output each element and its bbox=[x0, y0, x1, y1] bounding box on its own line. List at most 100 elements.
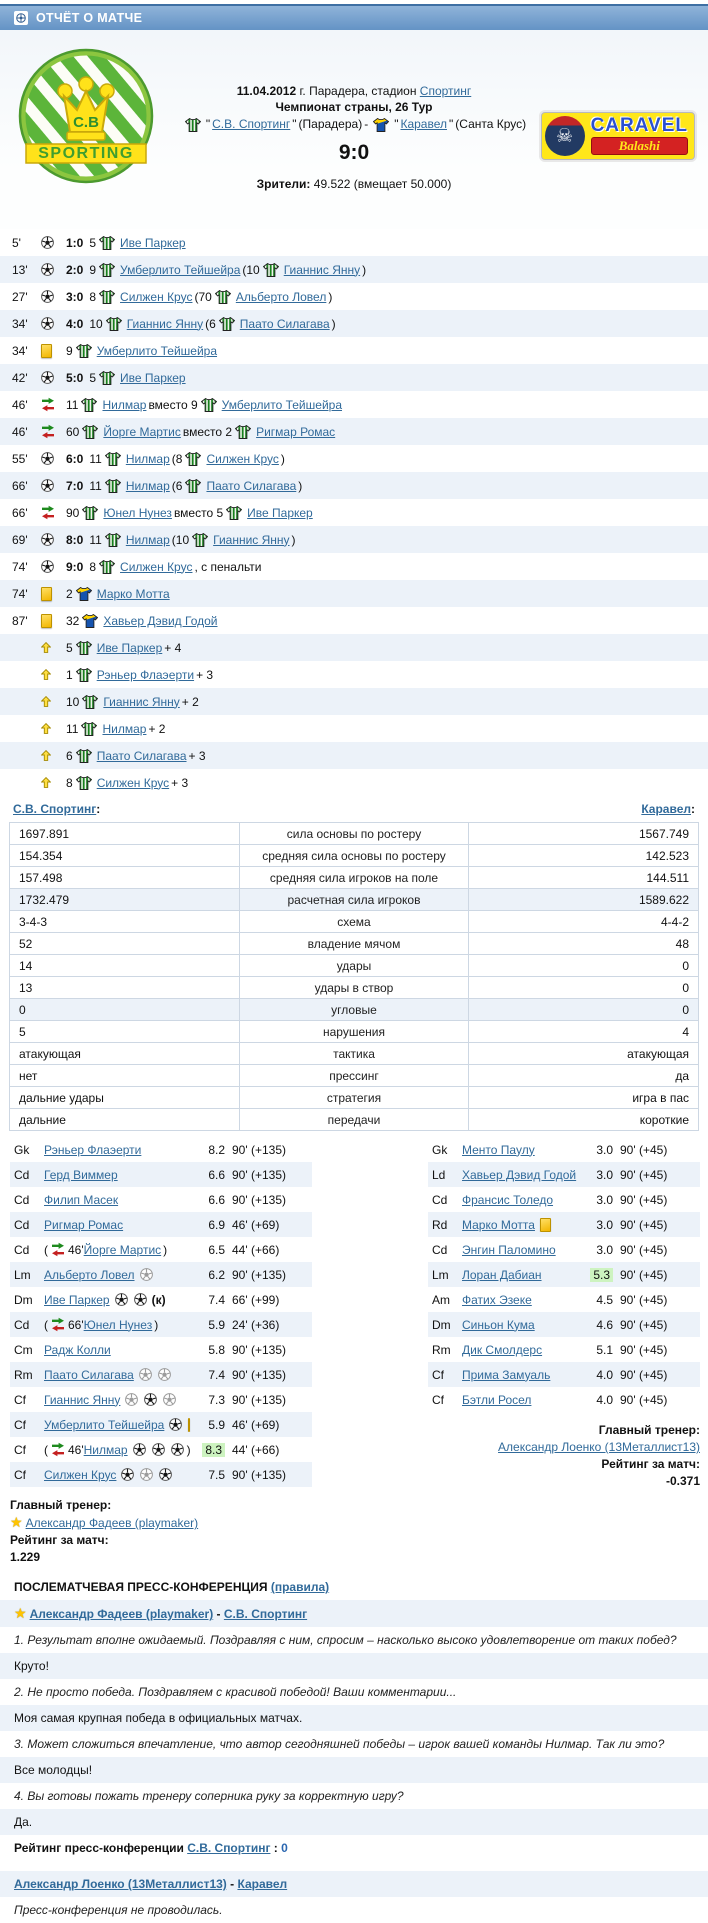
event-time: 42' bbox=[12, 370, 28, 385]
player-link[interactable]: Синьон Кума bbox=[462, 1317, 535, 1332]
player-link[interactable]: Юнел Нунез bbox=[83, 1317, 153, 1332]
player-link[interactable]: Нилмар bbox=[125, 532, 170, 547]
player-link[interactable]: Дик Смолдерс bbox=[462, 1342, 543, 1357]
player-position: Cf bbox=[14, 1442, 26, 1457]
home-team-link[interactable]: С.В. Спортинг bbox=[212, 117, 291, 131]
away-team-link[interactable]: Каравел bbox=[400, 117, 447, 131]
player-link[interactable]: Радж Колли bbox=[44, 1342, 111, 1357]
player-link[interactable]: Умберлито Тейшейра bbox=[96, 343, 218, 358]
player-link[interactable]: Рэньер Флаэерти bbox=[44, 1142, 142, 1157]
player-link[interactable]: Фатих Эзеке bbox=[462, 1292, 532, 1307]
home-team-link[interactable]: С.В. Спортинг bbox=[13, 802, 97, 816]
player-link[interactable]: Герд Виммер bbox=[44, 1167, 118, 1182]
player-link[interactable]: Гианнис Янну bbox=[213, 532, 290, 547]
home-shirt-icon bbox=[75, 343, 92, 358]
player-link[interactable]: Прима Замуаль bbox=[462, 1367, 551, 1382]
player-link[interactable]: Лоран Дабиан bbox=[462, 1267, 542, 1282]
player-link[interactable]: Нилмар bbox=[102, 397, 147, 412]
player-link[interactable]: Нилмар bbox=[125, 451, 170, 466]
player-link[interactable]: Паато Силагава bbox=[239, 316, 330, 331]
away-team-link[interactable]: Каравел bbox=[641, 802, 691, 816]
player-link[interactable]: Бэтли Росел bbox=[462, 1392, 532, 1407]
stat-label: средняя сила основы по ростеру bbox=[238, 844, 470, 867]
player-link[interactable]: Ригмар Ромас bbox=[44, 1217, 124, 1232]
player-rating: 6.2 bbox=[208, 1267, 225, 1282]
player-row: Cf Гианнис Янну 7.3 90' (+135) bbox=[10, 1387, 312, 1412]
stat-away-value: игра в пас bbox=[468, 1086, 699, 1109]
player-link[interactable]: Силжен Крус bbox=[206, 451, 279, 466]
match-location: г. Парадера, стадион bbox=[296, 84, 420, 98]
player-link[interactable]: Менто Паулу bbox=[462, 1142, 535, 1157]
player-link[interactable]: Хавьер Дэвид Годой bbox=[462, 1167, 577, 1182]
player-link[interactable]: Хавьер Дэвид Годой bbox=[103, 613, 218, 628]
player-position: Cd bbox=[14, 1217, 30, 1232]
player-link[interactable]: Иве Паркер bbox=[247, 505, 313, 520]
stat-label: схема bbox=[238, 910, 470, 933]
press-coach-link[interactable]: Александр Фадеев (playmaker) bbox=[29, 1607, 214, 1621]
player-link[interactable]: Нилмар bbox=[102, 721, 147, 736]
away-coach-link[interactable]: Александр Лоенко (13Металлист13) bbox=[498, 1440, 700, 1454]
player-link[interactable]: Паато Силагава bbox=[96, 748, 187, 763]
event-row: 74' 9:0 8 Силжен Крус, с пенальти bbox=[12, 559, 262, 574]
player-link[interactable]: Умберлито Тейшейра bbox=[120, 262, 241, 277]
player-link[interactable]: Умберлито Тейшейра bbox=[221, 397, 342, 412]
home-coach-link[interactable]: Александр Фадеев (playmaker) bbox=[25, 1516, 199, 1530]
player-link[interactable]: Йорге Мартис bbox=[83, 1242, 162, 1257]
stat-home-value: 1697.891 bbox=[9, 822, 240, 845]
player-rating: 3.0 bbox=[596, 1167, 613, 1182]
player-link[interactable]: Франсис Толедо bbox=[462, 1192, 554, 1207]
player-link[interactable]: Марко Мотта bbox=[462, 1217, 535, 1232]
player-link[interactable]: Паато Силагава bbox=[44, 1367, 134, 1382]
player-link[interactable]: Филип Масек bbox=[44, 1192, 119, 1207]
player-link[interactable]: Марко Мотта bbox=[96, 586, 170, 601]
player-link[interactable]: Паато Силагава bbox=[206, 478, 297, 493]
player-link[interactable]: Иве Паркер bbox=[44, 1292, 110, 1307]
quote: " bbox=[292, 117, 297, 131]
player-link[interactable]: Нилмар bbox=[83, 1442, 128, 1457]
stadium-link[interactable]: Спортинг bbox=[419, 84, 472, 98]
stat-away-value: 0 bbox=[468, 998, 699, 1021]
player-link[interactable]: Альберто Ловел bbox=[235, 289, 327, 304]
player-link[interactable]: Гианнис Янну bbox=[126, 316, 204, 331]
player-link[interactable]: Гианнис Янну bbox=[103, 694, 180, 709]
player-link[interactable]: Силжен Крус bbox=[96, 775, 170, 790]
player-name-cell: Паато Силагава bbox=[44, 1368, 191, 1382]
player-link[interactable]: Гианнис Янну bbox=[283, 262, 361, 277]
player-link[interactable]: Иве Паркер bbox=[120, 370, 186, 385]
player-position: Cm bbox=[14, 1342, 33, 1357]
player-name-cell: Альберто Ловел bbox=[44, 1268, 191, 1282]
colon: : bbox=[96, 802, 101, 816]
home-shirt-icon bbox=[99, 235, 116, 250]
player-link[interactable]: Иве Паркер bbox=[96, 640, 163, 655]
report-ball-icon bbox=[14, 11, 28, 25]
press-rating-team-link[interactable]: С.В. Спортинг bbox=[187, 1841, 271, 1855]
player-link[interactable]: Ригмар Ромас bbox=[256, 424, 336, 439]
player-link[interactable]: Умберлито Тейшейра bbox=[44, 1417, 165, 1432]
player-link[interactable]: Юнел Нунез bbox=[103, 505, 172, 520]
event-icon-cell bbox=[38, 236, 66, 249]
player-link[interactable]: Рэньер Флаэерти bbox=[96, 667, 195, 682]
player-link[interactable]: Силжен Крус bbox=[120, 559, 193, 574]
player-link[interactable]: Силжен Крус bbox=[44, 1467, 117, 1482]
player-link[interactable]: Нилмар bbox=[125, 478, 170, 493]
player-link[interactable]: Иве Паркер bbox=[120, 235, 186, 250]
press-rules-link[interactable]: (правила) bbox=[270, 1580, 330, 1594]
press-team-link[interactable]: Каравел bbox=[237, 1877, 288, 1891]
press-team-link[interactable]: С.В. Спортинг bbox=[223, 1607, 308, 1621]
substitution-icon bbox=[51, 1242, 65, 1257]
player-rating: 3.0 bbox=[596, 1242, 613, 1257]
goal-ball-icon bbox=[132, 1443, 146, 1456]
stat-label: удары в створ bbox=[238, 976, 470, 999]
event-time: 74' bbox=[12, 559, 28, 574]
player-rating: 7.4 bbox=[208, 1367, 225, 1382]
player-link[interactable]: Альберто Ловел bbox=[44, 1267, 135, 1282]
player-row: Cf Силжен Крус 7.5 90' (+135) bbox=[10, 1462, 312, 1487]
player-link[interactable]: Силжен Крус bbox=[120, 289, 193, 304]
stat-label: владение мячом bbox=[238, 932, 470, 955]
press-coach-link[interactable]: Александр Лоенко (13Металлист13) bbox=[14, 1877, 227, 1891]
player-link[interactable]: Гианнис Янну bbox=[44, 1392, 121, 1407]
player-link[interactable]: Энгин Паломино bbox=[462, 1242, 556, 1257]
home-shirt-icon bbox=[200, 397, 217, 412]
player-link[interactable]: Йорге Мартис bbox=[103, 424, 181, 439]
tournament-line: Чемпионат страны, 26 Тур bbox=[275, 100, 433, 114]
